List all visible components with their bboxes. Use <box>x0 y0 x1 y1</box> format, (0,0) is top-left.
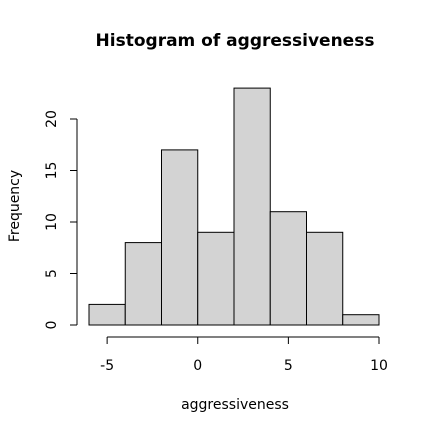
x-tick-label: -5 <box>100 358 114 374</box>
y-axis: 0 5 10 15 20 <box>44 110 78 330</box>
histogram-bar-7 <box>342 314 380 326</box>
histogram-bar-3 <box>197 231 235 326</box>
x-axis: -5 0 5 10 <box>100 336 388 374</box>
y-tick-label: 0 <box>44 321 60 330</box>
y-axis-label: Frequency <box>7 170 23 242</box>
histogram-bar-5 <box>269 211 307 326</box>
histogram-bar-6 <box>306 231 344 326</box>
histogram-bar-0 <box>88 303 126 326</box>
x-tick-label: 10 <box>370 358 388 374</box>
x-tick-label: 0 <box>193 358 202 374</box>
y-tick-label: 5 <box>44 269 60 278</box>
chart-title: Histogram of aggressiveness <box>96 31 375 51</box>
histogram-bar-2 <box>161 149 199 326</box>
histogram-bar-4 <box>233 87 271 326</box>
bars-group <box>88 87 380 326</box>
x-axis-label: aggressiveness <box>181 397 289 413</box>
histogram-bar-1 <box>124 242 162 326</box>
y-tick-label: 15 <box>44 162 60 180</box>
y-tick-label: 20 <box>44 110 60 128</box>
y-tick-label: 10 <box>44 213 60 231</box>
x-tick-label: 5 <box>284 358 293 374</box>
